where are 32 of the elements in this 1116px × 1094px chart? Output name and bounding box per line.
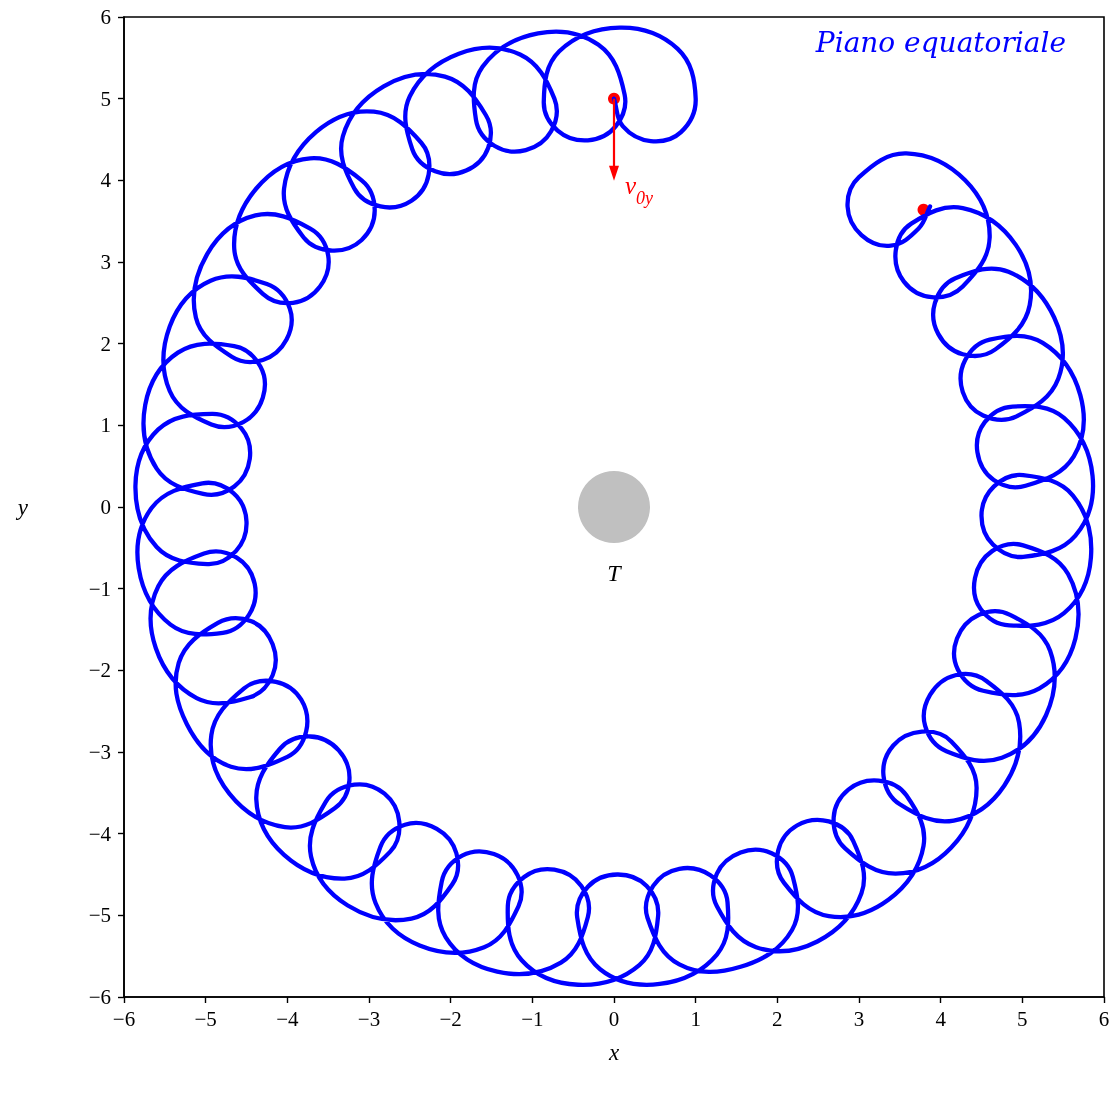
y-tick-label: 1 [100, 413, 111, 438]
x-tick-label: 1 [690, 1006, 701, 1031]
y-tick-label: −2 [88, 658, 111, 683]
y-tick-label: 6 [100, 5, 111, 29]
x-tick-label: 4 [935, 1006, 947, 1031]
y-tick-label: 5 [100, 86, 111, 111]
annotation: T [607, 560, 623, 586]
y-tick-label: 0 [100, 495, 111, 519]
y-tick-label: −4 [88, 821, 112, 846]
x-tick-label: 2 [772, 1006, 783, 1031]
y-tick-label: −5 [88, 903, 111, 928]
x-tick-label: −3 [357, 1006, 381, 1031]
y-tick-label: −6 [88, 985, 111, 1009]
x-tick-label: 3 [853, 1006, 865, 1031]
x-tick-label: −2 [439, 1006, 462, 1031]
y-tick-label: 4 [100, 168, 112, 193]
y-tick-label: −1 [88, 576, 111, 601]
y-tick-label: 3 [100, 250, 111, 274]
x-tick-label: 5 [1017, 1006, 1028, 1031]
y-tick-label: 2 [100, 331, 111, 356]
x-tick-label: −4 [276, 1006, 299, 1031]
x-tick-label: 0 [608, 1006, 620, 1031]
annotation: v$_{0y}$ [625, 171, 654, 208]
x-tick-label: 6 [1098, 1006, 1110, 1031]
chart-title: Piano equatoriale [814, 25, 1066, 59]
line-series [133, 25, 1095, 987]
point [578, 471, 650, 543]
x-tick-label: −1 [521, 1006, 544, 1031]
y-axis-title: y [15, 494, 29, 520]
y-tick-label: −3 [88, 740, 111, 764]
x-axis-title: x [607, 1040, 620, 1065]
x-tick-label: −5 [194, 1006, 217, 1031]
